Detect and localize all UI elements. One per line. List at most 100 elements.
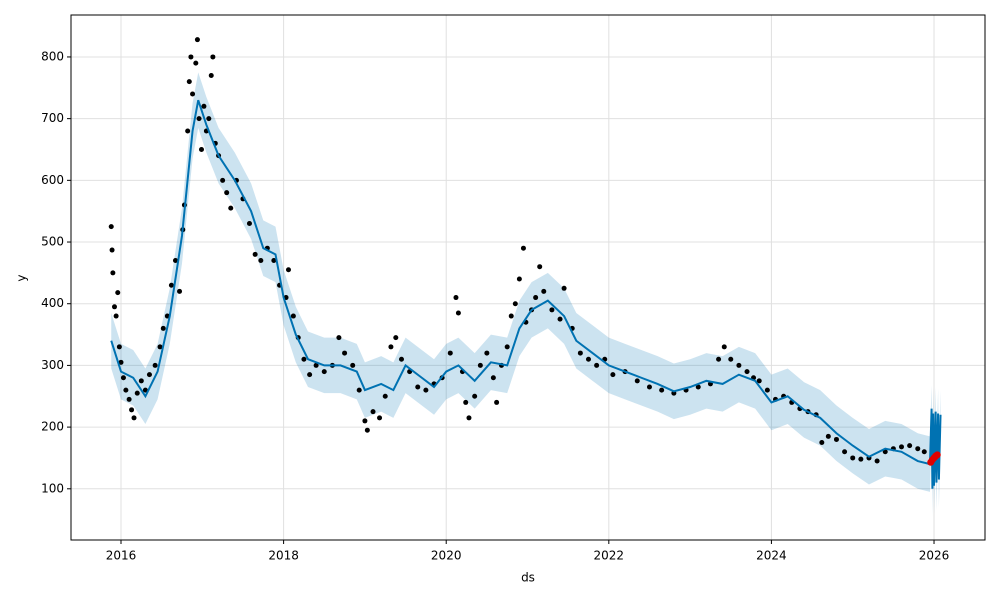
- observed-point: [423, 387, 429, 393]
- observed-point: [512, 301, 518, 307]
- observed-point: [388, 344, 394, 350]
- observed-point: [907, 443, 913, 449]
- observed-point: [118, 359, 124, 365]
- observed-point: [874, 458, 880, 464]
- observed-point: [842, 449, 848, 455]
- observed-point: [756, 378, 762, 384]
- observed-point: [364, 427, 370, 433]
- x-tick-label: 2026: [919, 549, 950, 563]
- x-tick-label: 2022: [594, 549, 625, 563]
- observed-point: [382, 393, 388, 399]
- observed-point: [484, 350, 490, 356]
- observed-point: [594, 362, 600, 368]
- observed-point: [585, 356, 591, 362]
- observed-point: [188, 54, 194, 60]
- observed-point: [819, 440, 825, 446]
- observed-point: [833, 436, 839, 442]
- observed-point: [168, 282, 174, 288]
- observed-point: [193, 60, 199, 66]
- observed-point: [120, 375, 126, 381]
- observed-point: [520, 245, 526, 251]
- x-tick-label: 2020: [431, 549, 462, 563]
- observed-point: [721, 344, 727, 350]
- observed-point: [557, 316, 563, 322]
- observed-point: [224, 190, 230, 196]
- observed-point: [561, 285, 567, 291]
- observed-point: [109, 247, 115, 253]
- observed-point: [899, 444, 905, 450]
- uncertainty-band: [111, 72, 941, 517]
- observed-point: [398, 356, 404, 362]
- observed-point: [336, 335, 342, 341]
- observed-point: [728, 356, 734, 362]
- y-tick-label: 100: [41, 481, 64, 495]
- observed-point: [825, 433, 831, 439]
- observed-point: [201, 103, 207, 109]
- observed-point: [157, 344, 163, 350]
- observed-point: [228, 205, 234, 211]
- x-tick-label: 2024: [756, 549, 787, 563]
- observed-point: [490, 375, 496, 381]
- observed-point: [463, 399, 469, 405]
- observed-point: [915, 446, 921, 452]
- observed-point: [194, 37, 200, 43]
- observed-point: [634, 378, 640, 384]
- x-tick-label: 2016: [106, 549, 137, 563]
- observed-point: [342, 350, 348, 356]
- observed-point: [134, 390, 140, 396]
- observed-point: [858, 456, 864, 462]
- observed-point: [541, 288, 547, 294]
- observed-point: [695, 384, 701, 390]
- observed-point: [370, 409, 376, 415]
- observed-point: [610, 372, 616, 378]
- observed-point: [577, 350, 583, 356]
- observed-point: [285, 267, 291, 273]
- plot-frame: [70, 14, 986, 541]
- observed-point: [206, 116, 212, 122]
- observed-point: [131, 415, 137, 421]
- recent-point: [933, 451, 941, 459]
- observed-point: [252, 251, 258, 257]
- observed-point: [185, 128, 191, 134]
- x-axis-label: ds: [521, 571, 535, 585]
- observed-point: [850, 455, 856, 461]
- observed-point: [307, 372, 313, 378]
- y-tick-label: 400: [41, 296, 64, 310]
- observed-point: [716, 356, 722, 362]
- observed-point: [115, 290, 121, 296]
- observed-point: [246, 221, 252, 227]
- observed-point: [138, 378, 144, 384]
- observed-point: [290, 313, 296, 319]
- observed-point: [472, 393, 478, 399]
- forecast-line: [110, 99, 942, 489]
- observed-point: [160, 325, 166, 331]
- y-tick-label: 200: [41, 420, 64, 434]
- observed-point: [447, 350, 453, 356]
- observed-point: [116, 344, 122, 350]
- observed-point: [196, 116, 202, 122]
- y-tick-label: 800: [41, 49, 64, 63]
- observed-point: [744, 369, 750, 375]
- observed-point: [393, 335, 399, 341]
- observed-point: [313, 362, 319, 368]
- observed-point: [126, 396, 132, 402]
- observed-point: [113, 313, 119, 319]
- observed-point: [220, 177, 226, 183]
- observed-point: [504, 344, 510, 350]
- plot-area: [71, 15, 985, 540]
- observed-point: [415, 384, 421, 390]
- observed-point: [466, 415, 472, 421]
- observed-point: [516, 276, 522, 282]
- y-tick-label: 300: [41, 358, 64, 372]
- observed-point: [882, 449, 888, 455]
- observed-point: [301, 356, 307, 362]
- observed-point: [152, 362, 158, 368]
- observed-point: [177, 288, 183, 294]
- observed-point: [198, 146, 204, 152]
- observed-point: [111, 304, 117, 310]
- y-tick-label: 700: [41, 111, 64, 125]
- observed-point: [129, 407, 135, 413]
- observed-point: [453, 295, 459, 301]
